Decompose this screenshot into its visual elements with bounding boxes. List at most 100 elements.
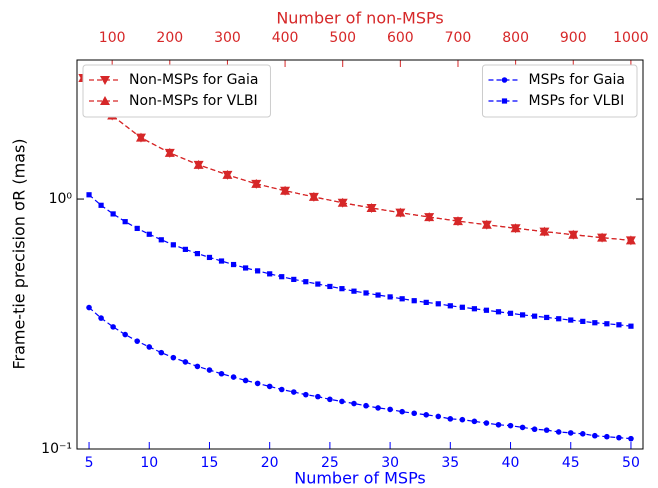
marker bbox=[327, 396, 333, 403]
marker bbox=[193, 159, 204, 169]
marker bbox=[315, 393, 321, 400]
marker bbox=[411, 410, 417, 417]
marker bbox=[182, 359, 189, 365]
x2-tick-label: 300 bbox=[214, 30, 241, 46]
marker bbox=[303, 391, 309, 398]
marker bbox=[567, 430, 574, 436]
y-tick-label: 10⁰ bbox=[49, 191, 73, 207]
legend-label: Non-MSPs for VLBI bbox=[129, 93, 258, 109]
marker bbox=[122, 219, 128, 225]
marker bbox=[375, 405, 381, 411]
legend-label: MSPs for Gaia bbox=[528, 72, 625, 88]
marker bbox=[100, 96, 110, 105]
x2-axis-label: Number of non-MSPs bbox=[276, 9, 443, 28]
marker bbox=[164, 147, 175, 157]
marker bbox=[628, 323, 634, 329]
series-line bbox=[88, 194, 632, 327]
marker bbox=[351, 288, 357, 294]
marker bbox=[579, 431, 586, 437]
marker bbox=[98, 315, 104, 321]
marker bbox=[315, 281, 321, 287]
marker bbox=[375, 292, 381, 298]
marker bbox=[135, 132, 146, 142]
x2-tick-label: 1000 bbox=[613, 30, 649, 46]
marker bbox=[278, 386, 285, 393]
x-axis-label: Number of MSPs bbox=[294, 469, 426, 488]
marker bbox=[519, 424, 526, 431]
marker bbox=[218, 370, 225, 377]
marker bbox=[279, 274, 285, 280]
marker bbox=[222, 169, 233, 179]
marker bbox=[110, 211, 116, 217]
marker bbox=[507, 422, 514, 429]
marker bbox=[303, 279, 309, 285]
marker bbox=[555, 429, 562, 435]
marker bbox=[339, 398, 345, 405]
marker bbox=[519, 312, 526, 318]
marker bbox=[435, 413, 442, 420]
marker bbox=[510, 223, 521, 233]
series-line bbox=[88, 307, 632, 440]
marker bbox=[507, 310, 514, 316]
marker bbox=[122, 331, 128, 338]
marker bbox=[327, 283, 333, 290]
marker bbox=[110, 324, 116, 330]
marker bbox=[411, 298, 417, 304]
marker bbox=[399, 296, 405, 302]
marker bbox=[568, 229, 579, 239]
x-tick-label: 35 bbox=[441, 455, 459, 471]
x-tick-label: 45 bbox=[562, 455, 580, 471]
marker bbox=[158, 349, 165, 356]
marker bbox=[459, 416, 466, 423]
marker bbox=[495, 309, 502, 315]
marker bbox=[170, 354, 177, 361]
marker bbox=[501, 77, 508, 83]
marker bbox=[423, 299, 429, 305]
legend-label: MSPs for VLBI bbox=[528, 93, 624, 109]
x-tick-label: 10 bbox=[140, 455, 158, 471]
marker bbox=[395, 207, 406, 217]
marker bbox=[206, 254, 213, 261]
legend-box bbox=[481, 64, 638, 118]
marker bbox=[230, 374, 237, 380]
marker bbox=[351, 400, 357, 407]
marker bbox=[170, 242, 176, 248]
marker bbox=[452, 216, 463, 226]
marker bbox=[242, 377, 249, 384]
x2-tick-label: 100 bbox=[99, 30, 126, 46]
marker bbox=[182, 246, 188, 252]
marker bbox=[483, 307, 490, 313]
x2-tick-label: 600 bbox=[387, 30, 414, 46]
marker bbox=[254, 380, 261, 387]
marker bbox=[424, 212, 435, 222]
marker bbox=[218, 258, 225, 264]
marker bbox=[481, 219, 492, 229]
x2-tick-label: 500 bbox=[329, 30, 356, 46]
marker bbox=[387, 294, 393, 300]
marker bbox=[604, 321, 610, 327]
marker bbox=[501, 98, 508, 104]
marker bbox=[399, 408, 405, 415]
x2-tick-label: 800 bbox=[502, 30, 529, 46]
series-line bbox=[82, 77, 631, 242]
marker bbox=[495, 421, 502, 428]
plot-frame bbox=[76, 59, 644, 450]
x-tick-label: 40 bbox=[502, 455, 520, 471]
marker bbox=[146, 231, 152, 237]
marker bbox=[483, 420, 490, 426]
legend: MSPs for Gaia MSPs for VLBI bbox=[481, 64, 638, 118]
marker bbox=[539, 226, 550, 236]
x-tick-label: 25 bbox=[321, 455, 339, 471]
marker bbox=[158, 237, 164, 243]
marker bbox=[544, 314, 550, 321]
x-tick-label: 20 bbox=[261, 455, 279, 471]
marker bbox=[366, 202, 377, 212]
marker bbox=[625, 235, 636, 245]
marker bbox=[86, 304, 92, 311]
marker bbox=[471, 306, 478, 312]
marker bbox=[387, 406, 393, 413]
x2-tick-label: 400 bbox=[272, 30, 299, 46]
marker bbox=[251, 178, 262, 188]
marker bbox=[363, 402, 369, 409]
